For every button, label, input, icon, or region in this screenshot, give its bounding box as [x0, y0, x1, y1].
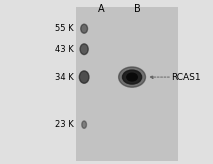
- Ellipse shape: [82, 121, 86, 128]
- Text: 55 K: 55 K: [55, 24, 73, 33]
- Ellipse shape: [122, 70, 142, 84]
- Text: A: A: [98, 4, 105, 14]
- Ellipse shape: [79, 71, 89, 83]
- Bar: [76, 7, 178, 161]
- Text: 43 K: 43 K: [55, 45, 73, 54]
- Text: B: B: [134, 4, 141, 14]
- Text: 34 K: 34 K: [55, 73, 73, 82]
- Ellipse shape: [80, 44, 88, 54]
- Ellipse shape: [81, 24, 88, 33]
- Text: RCAS1: RCAS1: [171, 73, 201, 82]
- Ellipse shape: [127, 73, 137, 81]
- Ellipse shape: [119, 67, 145, 87]
- Text: 23 K: 23 K: [55, 120, 73, 129]
